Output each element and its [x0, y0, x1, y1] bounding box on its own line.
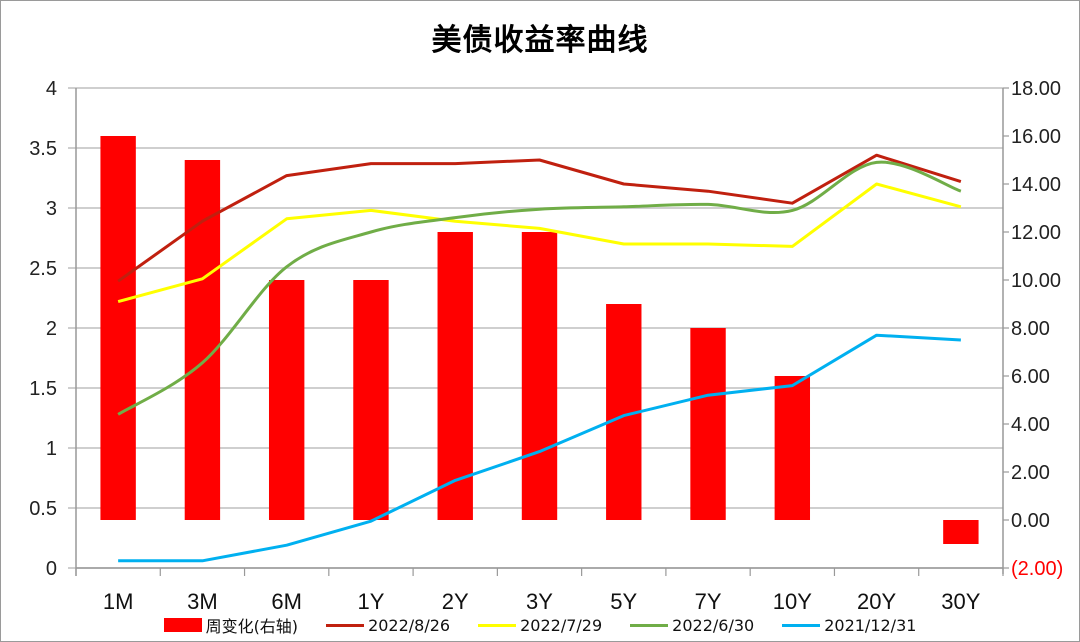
bar — [774, 376, 811, 520]
legend-bar-swatch-icon — [163, 618, 202, 632]
line-2021-12-31 — [118, 333, 961, 563]
left-axis-tick-label: 0.5 — [29, 498, 57, 520]
legend-item-2022-7-29: 2022/7/29 — [478, 616, 602, 635]
x-axis-category-label: 1Y — [357, 589, 384, 614]
x-axis-category-label: 5Y — [610, 589, 637, 614]
line-series — [117, 153, 962, 563]
bar — [100, 136, 136, 520]
right-axis-tick-label: 18.00 — [1011, 78, 1061, 100]
right-axis-tick-label: 12.00 — [1011, 222, 1061, 244]
chart-title: 美债收益率曲线 — [431, 23, 649, 58]
x-axis-category-label: 20Y — [857, 589, 896, 614]
legend-line-swatch-icon — [630, 623, 669, 627]
x-axis-category-label: 10Y — [773, 589, 812, 614]
line-2022-6-30 — [117, 160, 962, 416]
left-axis-tick-label: 2 — [46, 318, 57, 340]
bar — [437, 232, 473, 520]
right-axis-tick-label: 0.00 — [1011, 510, 1050, 532]
legend-line-swatch-icon — [782, 623, 821, 627]
x-axis-category-label: 7Y — [695, 589, 722, 614]
x-axis-category-label: 3M — [187, 589, 218, 614]
right-axis-tick-label: 2.00 — [1011, 462, 1050, 484]
line-2022-8-26 — [117, 153, 962, 283]
legend-label: 2022/8/26 — [368, 615, 451, 635]
right-axis-tick-label: 8.00 — [1011, 318, 1050, 340]
left-axis-tick-label: 2.5 — [29, 258, 57, 280]
bar — [268, 280, 305, 520]
legend-label: 2022/6/30 — [672, 615, 755, 635]
left-axis-tick-label: 0 — [46, 558, 57, 580]
legend-label: 2022/7/29 — [520, 615, 603, 635]
left-axis-tick-label: 1 — [46, 438, 57, 460]
legend-line-swatch-icon — [326, 623, 365, 627]
right-axis-tick-label: (2.00) — [1011, 558, 1063, 580]
right-axis-tick-label: 10.00 — [1011, 270, 1061, 292]
bar — [521, 232, 558, 520]
bar-series-weekly-change — [100, 136, 979, 544]
left-axis-tick-label: 1.5 — [29, 378, 57, 400]
x-axis-category-label: 2Y — [442, 589, 469, 614]
legend-item-2022-8-26: 2022/8/26 — [326, 616, 450, 635]
legend-label: 2021/12/31 — [824, 615, 917, 635]
line-2022-7-29 — [117, 182, 962, 304]
x-axis-category-label: 6M — [271, 589, 302, 614]
right-axis-tick-label: 16.00 — [1011, 126, 1061, 148]
left-axis-tick-label: 3.5 — [29, 138, 57, 160]
x-axis-category-label: 30Y — [941, 589, 980, 614]
x-axis-category-label: 1M — [103, 589, 134, 614]
right-axis-tick-label: 4.00 — [1011, 414, 1050, 436]
right-axis-tick-label: 14.00 — [1011, 174, 1061, 196]
left-axis-tick-label: 3 — [46, 198, 57, 220]
legend-item-weekly-change: 周变化(右轴) — [163, 613, 299, 637]
legend: 周变化(右轴) 2022/8/26 2022/7/29 2022/6/30 20… — [1, 613, 1079, 637]
legend-label: 周变化(右轴) — [205, 617, 299, 636]
bar — [943, 520, 979, 544]
bar — [690, 328, 726, 520]
x-axis-category-label: 3Y — [526, 589, 553, 614]
right-axis-tick-label: 6.00 — [1011, 366, 1050, 388]
bar — [353, 280, 389, 520]
legend-line-swatch-icon — [478, 623, 517, 627]
legend-item-2022-6-30: 2022/6/30 — [630, 616, 754, 635]
left-axis-tick-label: 4 — [46, 78, 57, 100]
legend-item-2021-12-31: 2021/12/31 — [782, 616, 916, 635]
axes: 0 0.5 1 1.5 2 2.5 3 3.5 4 (2.00) 0.00 2.00 4.00 6.00 8… — [29, 78, 1063, 614]
